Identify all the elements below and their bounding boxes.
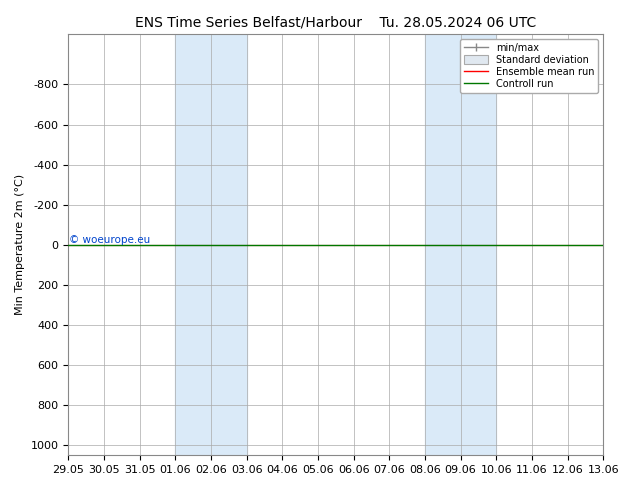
Bar [175, 34, 247, 455]
Y-axis label: Min Temperature 2m (°C): Min Temperature 2m (°C) [15, 174, 25, 316]
Legend: min/max, Standard deviation, Ensemble mean run, Controll run: min/max, Standard deviation, Ensemble me… [460, 39, 598, 93]
Title: ENS Time Series Belfast/Harbour    Tu. 28.05.2024 06 UTC: ENS Time Series Belfast/Harbour Tu. 28.0… [135, 15, 536, 29]
Bar [425, 34, 496, 455]
Text: © woeurope.eu: © woeurope.eu [68, 235, 150, 245]
